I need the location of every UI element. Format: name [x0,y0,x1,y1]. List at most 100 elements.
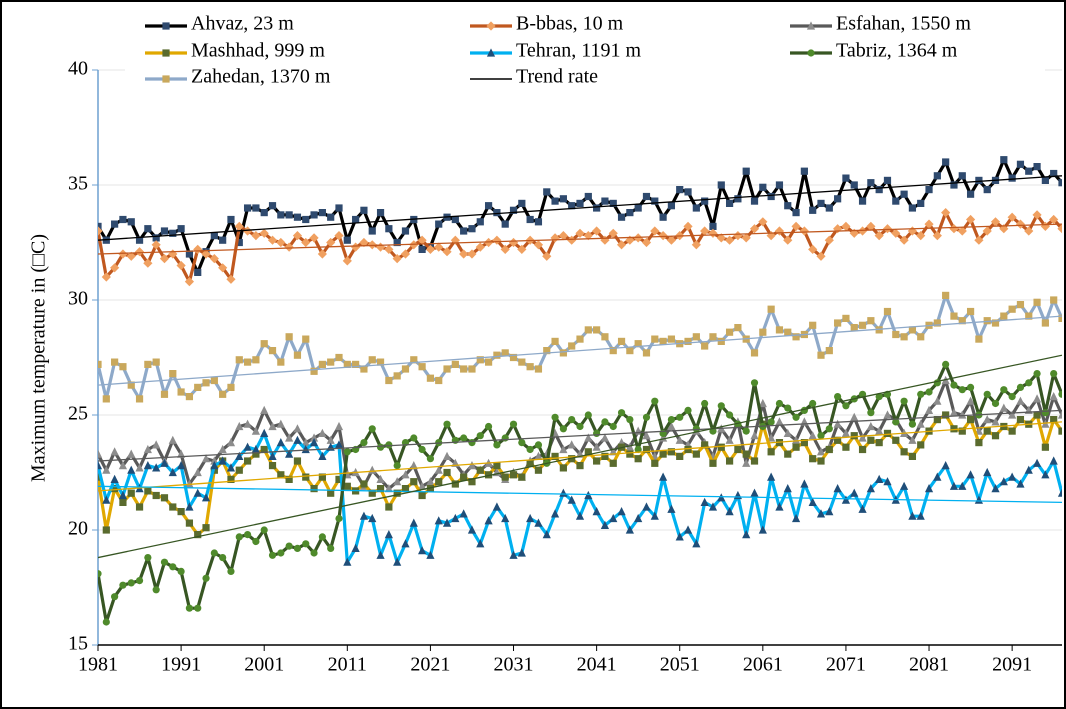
marker [684,188,692,196]
marker [641,237,652,248]
marker [651,197,659,205]
marker [110,474,119,483]
marker [626,416,634,424]
marker [144,360,152,368]
marker [127,465,136,474]
marker [900,190,908,198]
marker [925,388,933,396]
legend-box [125,14,1045,98]
marker [933,472,942,481]
marker [841,428,851,437]
marker [268,202,277,210]
marker [501,434,509,442]
marker [185,393,194,401]
marker [725,411,734,419]
marker [750,197,759,205]
marker [185,519,194,527]
marker [543,347,551,355]
marker [806,21,816,30]
trend-line [98,223,1062,255]
marker [276,237,286,248]
marker [393,557,402,566]
marker [467,525,477,534]
x-tick-label: 1981 [78,654,118,676]
marker [975,335,983,343]
marker [1041,443,1049,451]
marker [177,461,186,470]
marker [1050,370,1058,378]
y-tick-label: 40 [68,58,88,80]
marker [243,457,252,465]
marker [767,418,775,426]
marker [476,218,484,226]
marker [293,424,302,433]
marker [1008,472,1017,481]
marker [526,363,534,371]
marker [633,233,643,243]
marker [709,459,717,467]
marker [908,204,917,212]
marker [292,231,303,241]
marker [435,220,443,228]
marker [924,484,934,493]
x-tick-label: 1991 [161,654,201,676]
marker [924,405,934,414]
marker [467,249,477,259]
marker [784,328,792,336]
marker [177,449,186,458]
marker [168,435,177,444]
marker [817,457,825,465]
marker [517,244,527,254]
marker [343,557,352,566]
marker [792,413,800,421]
marker [1058,390,1062,398]
marker [219,236,227,244]
marker [675,532,684,541]
marker [917,333,925,341]
marker [293,544,302,553]
marker [867,409,875,417]
marker [601,197,609,205]
marker [126,251,136,261]
marker [385,225,393,233]
marker [460,434,468,442]
marker [401,365,410,373]
legend-label: Zahedan, 1370 m [191,66,331,88]
marker [210,461,219,470]
marker [119,215,127,224]
marker [593,326,601,334]
marker [501,473,509,481]
marker [725,328,734,336]
marker [708,502,718,511]
marker [393,372,401,380]
marker [260,526,268,534]
marker [659,213,667,221]
marker [375,242,386,252]
marker [426,485,435,493]
marker [784,450,792,458]
marker [857,226,868,236]
marker [318,209,326,217]
marker [626,347,634,355]
marker [127,579,135,587]
x-tick-label: 2031 [494,654,534,676]
marker [592,226,602,236]
marker [725,507,734,516]
marker [343,482,351,490]
marker [692,333,700,341]
marker [201,249,211,259]
marker [442,451,452,460]
marker [486,48,496,57]
marker [343,236,351,244]
marker [617,507,626,516]
marker [285,211,293,219]
marker [600,433,610,442]
marker [684,406,692,414]
marker [360,439,368,447]
marker [742,450,750,458]
marker [1032,458,1042,467]
marker [942,291,950,299]
marker [601,452,609,460]
marker [867,436,875,444]
marker [833,419,842,428]
